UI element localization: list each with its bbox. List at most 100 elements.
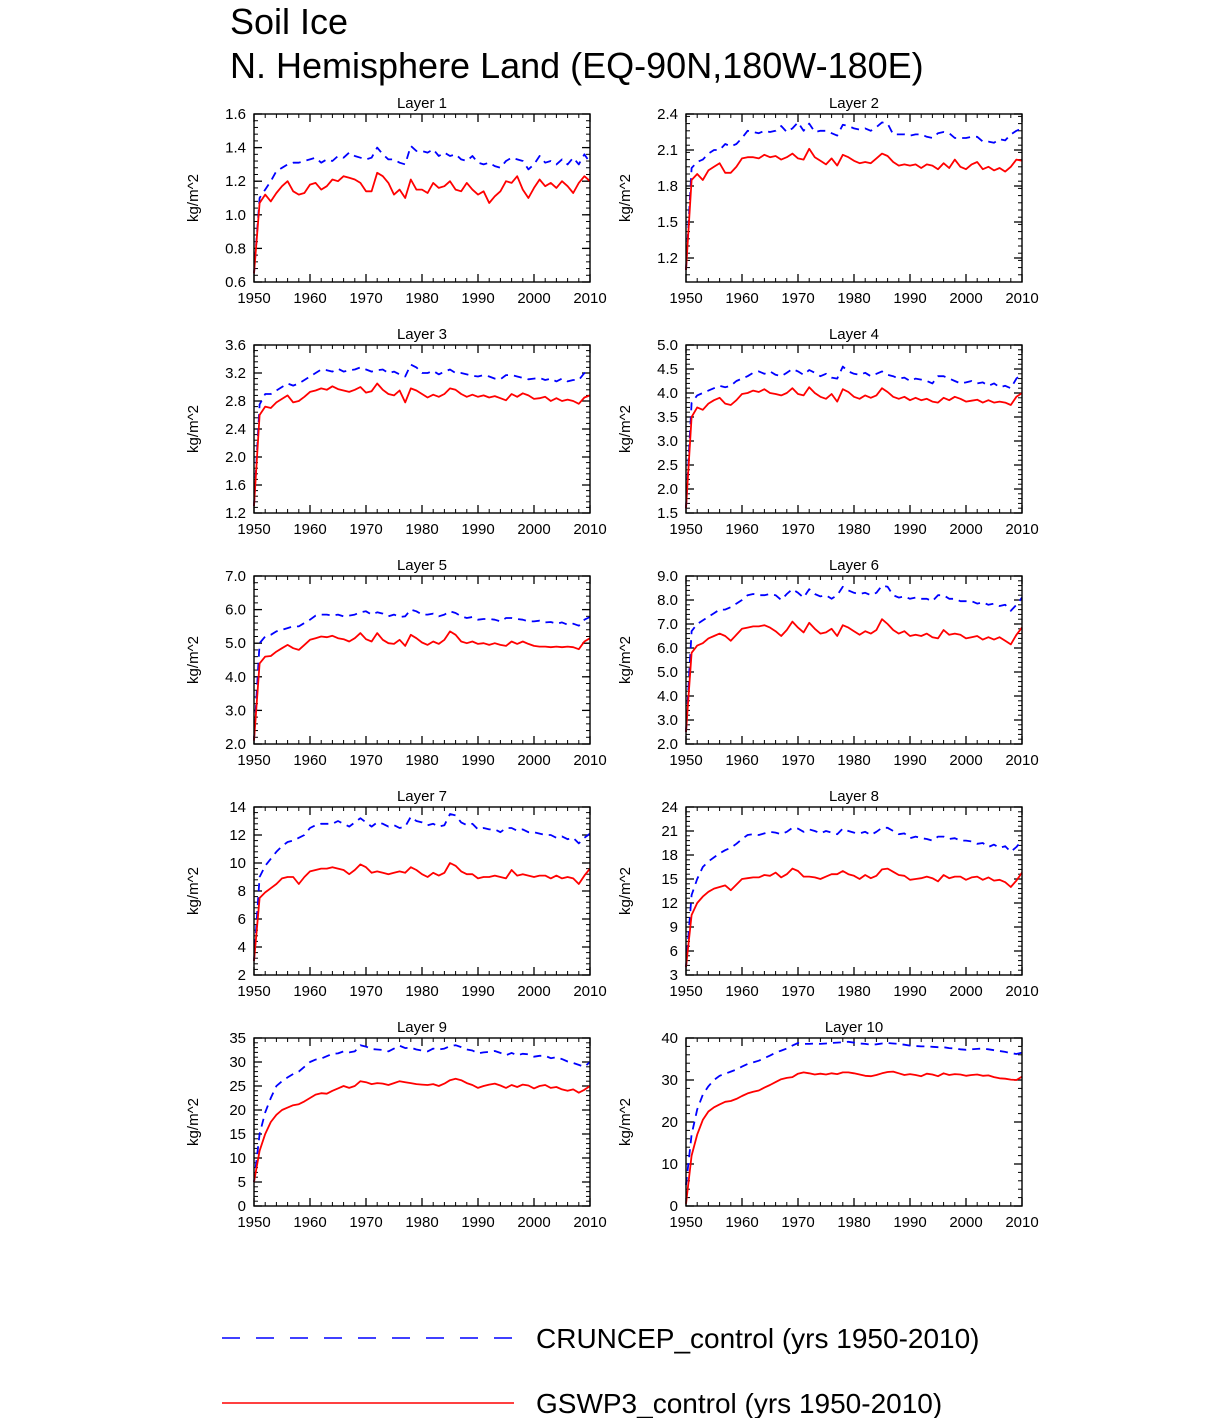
- y-tick-label: 12: [229, 827, 246, 844]
- panel-title: Layer 9: [397, 1019, 447, 1036]
- y-tick-label: 1.6: [225, 106, 246, 123]
- y-tick-label: 18: [661, 847, 678, 864]
- y-tick-label: 5.0: [225, 635, 246, 652]
- x-tick-label: 1980: [837, 752, 870, 769]
- x-tick-label: 1950: [669, 1214, 702, 1231]
- y-tick-label: 8: [238, 883, 246, 900]
- series-cruncep-line: [685, 826, 1023, 968]
- series-gswp3-line: [685, 1070, 1023, 1205]
- y-tick-label: 6: [670, 943, 678, 960]
- y-axis-label: kg/m^2: [185, 1098, 202, 1146]
- x-tick-label: 2010: [1005, 752, 1038, 769]
- y-tick-label: 2.0: [225, 736, 246, 753]
- y-tick-label: 30: [229, 1054, 246, 1071]
- x-tick-label: 1990: [461, 983, 494, 1000]
- series-gswp3-line: [253, 630, 591, 741]
- x-tick-label: 1970: [781, 290, 814, 307]
- y-tick-label: 2.1: [657, 142, 678, 159]
- panel-title: Layer 3: [397, 326, 447, 343]
- y-tick-label: 1.6: [225, 477, 246, 494]
- series-cruncep-line: [253, 813, 591, 962]
- y-tick-label: 1.0: [225, 207, 246, 224]
- y-tick-label: 1.2: [657, 250, 678, 267]
- series-gswp3-line: [685, 147, 1023, 271]
- y-axis-label: kg/m^2: [185, 405, 202, 453]
- x-tick-label: 1990: [893, 983, 926, 1000]
- x-tick-label: 1990: [893, 1214, 926, 1231]
- y-tick-label: 3.6: [225, 337, 246, 354]
- x-tick-label: 1950: [237, 752, 270, 769]
- y-tick-label: 20: [229, 1102, 246, 1119]
- y-tick-label: 9: [670, 919, 678, 936]
- x-tick-label: 2000: [517, 521, 550, 538]
- x-tick-label: 2010: [1005, 521, 1038, 538]
- x-tick-label: 1950: [669, 521, 702, 538]
- plot-frame: [253, 806, 591, 976]
- y-axis-label: kg/m^2: [617, 174, 634, 222]
- y-tick-label: 6: [238, 911, 246, 928]
- plot-frame: [685, 113, 1023, 283]
- y-tick-label: 6.0: [225, 602, 246, 619]
- chart-title: Soil Ice: [230, 1, 349, 42]
- x-tick-label: 1950: [669, 983, 702, 1000]
- x-tick-label: 1980: [405, 983, 438, 1000]
- y-tick-label: 2: [238, 967, 246, 984]
- y-tick-label: 1.5: [657, 505, 678, 522]
- x-tick-label: 2000: [949, 290, 982, 307]
- x-tick-label: 1950: [669, 290, 702, 307]
- x-tick-label: 1970: [349, 1214, 382, 1231]
- series-cruncep-line: [253, 144, 591, 274]
- series-cruncep-line: [253, 608, 591, 741]
- x-tick-label: 2000: [517, 290, 550, 307]
- x-tick-label: 1970: [781, 1214, 814, 1231]
- x-tick-label: 1950: [237, 290, 270, 307]
- x-tick-label: 1950: [237, 1214, 270, 1231]
- panel-title: Layer 5: [397, 557, 447, 574]
- x-tick-label: 1950: [669, 752, 702, 769]
- legend: CRUNCEP_control (yrs 1950-2010) GSWP3_con…: [222, 1323, 980, 1418]
- panel-title: Layer 1: [397, 95, 447, 112]
- series-gswp3-line: [685, 386, 1023, 509]
- series-cruncep-line: [685, 365, 1023, 509]
- x-tick-label: 1960: [725, 1214, 758, 1231]
- x-tick-label: 1990: [893, 521, 926, 538]
- x-tick-label: 1970: [349, 521, 382, 538]
- y-tick-label: 3.5: [657, 409, 678, 426]
- plot-frame: [253, 344, 591, 514]
- y-tick-label: 0.8: [225, 240, 246, 257]
- x-tick-label: 1960: [725, 521, 758, 538]
- y-tick-label: 1.2: [225, 173, 246, 190]
- x-tick-label: 1960: [293, 521, 326, 538]
- y-tick-label: 2.0: [657, 736, 678, 753]
- panel-8: Layer 8 kg/m^2 1950 1960 1970 1980 1990 2000 201…: [617, 788, 1039, 1000]
- series-cruncep-line: [685, 584, 1023, 733]
- series-cruncep-line: [685, 1040, 1023, 1186]
- x-tick-label: 1960: [293, 1214, 326, 1231]
- x-tick-label: 1970: [781, 983, 814, 1000]
- y-tick-label: 15: [661, 871, 678, 888]
- x-tick-label: 1990: [461, 521, 494, 538]
- y-tick-label: 15: [229, 1126, 246, 1143]
- x-tick-label: 1990: [461, 290, 494, 307]
- y-tick-label: 3.0: [225, 702, 246, 719]
- panel-title: Layer 7: [397, 788, 447, 805]
- y-tick-label: 6.0: [657, 640, 678, 657]
- x-tick-label: 2010: [573, 521, 606, 538]
- x-tick-label: 1960: [725, 752, 758, 769]
- x-tick-label: 1980: [405, 752, 438, 769]
- panel-4: Layer 4 kg/m^2 1950 1960 1970 1980 1990 2000 201…: [617, 326, 1039, 538]
- panel-2: Layer 2 kg/m^2 1950 1960 1970 1980 1990 2000 201…: [617, 95, 1039, 307]
- series-gswp3-line: [685, 618, 1023, 733]
- x-tick-label: 2010: [1005, 290, 1038, 307]
- y-axis-label: kg/m^2: [617, 1098, 634, 1146]
- plot-frame: [253, 113, 591, 283]
- y-tick-label: 20: [661, 1114, 678, 1131]
- x-tick-label: 1970: [781, 521, 814, 538]
- x-tick-label: 2000: [517, 1214, 550, 1231]
- y-tick-label: 10: [229, 855, 246, 872]
- legend-label: GSWP3_control (yrs 1950-2010): [536, 1388, 942, 1418]
- x-tick-label: 2000: [517, 983, 550, 1000]
- y-tick-label: 3.0: [657, 433, 678, 450]
